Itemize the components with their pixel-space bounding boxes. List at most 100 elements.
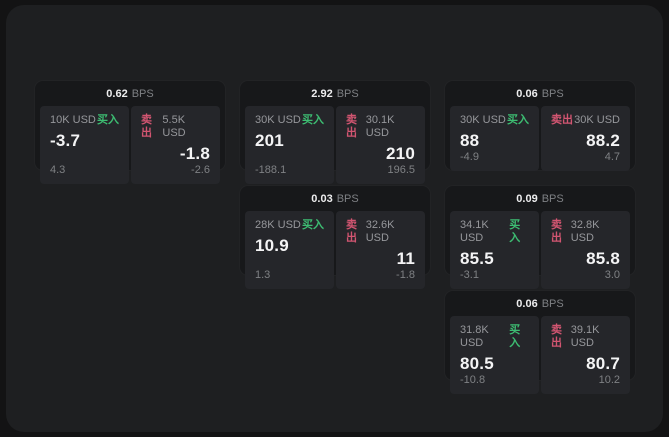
sell-panel[interactable]: 卖出 39.1K USD 80.7 10.2 [541,316,630,394]
sell-side-label: 卖出 [551,219,562,244]
buy-panel[interactable]: 10K USD 买入 -3.7 4.3 [40,106,129,184]
bps-unit-label: BPS [541,297,564,310]
sell-price: 85.8 [586,249,620,268]
sell-delta: 3.0 [604,269,620,281]
buy-side-label: 买入 [97,114,119,126]
sell-panel-top-row: 卖出 5.5K USD [141,114,210,140]
bps-value: 0.06 [516,297,538,310]
sell-delta: 4.7 [604,151,620,163]
sell-notional: 32.8K USD [570,219,600,244]
buy-delta: 1.3 [255,269,271,281]
cards-grid: 0.62 BPS 10K USD 买入 -3.7 4.3 卖出 5.5K USD… [35,81,635,394]
buy-panel[interactable]: 28K USD 买入 10.9 1.3 [245,211,334,289]
spread-card-header: 2.92 BPS [240,81,430,106]
buy-side-label: 买入 [302,114,324,126]
sell-panel[interactable]: 卖出 30K USD 88.2 4.7 [541,106,630,171]
bps-unit-label: BPS [336,192,359,205]
spread-card-body: 34.1K USD 买入 85.5 -3.1 卖出 32.8K USD 85.8… [450,211,630,289]
buy-panel-top-row: 28K USD 买入 [255,219,324,232]
app-window: 0.62 BPS 10K USD 买入 -3.7 4.3 卖出 5.5K USD… [6,5,663,432]
buy-delta: -3.1 [460,269,479,281]
sell-panel[interactable]: 卖出 5.5K USD -1.8 -2.6 [131,106,220,184]
buy-panel-top-row: 34.1K USD 买入 [460,219,529,245]
spread-card-header: 0.06 BPS [445,291,635,316]
buy-price: 88 [460,131,480,150]
sell-price: 88.2 [586,131,620,150]
sell-notional: 30K USD [574,114,620,126]
sell-side-label: 卖出 [551,114,573,126]
spread-card-header: 0.03 BPS [240,186,430,211]
spread-card-header: 0.09 BPS [445,186,635,211]
buy-panel[interactable]: 31.8K USD 买入 80.5 -10.8 [450,316,539,394]
sell-side-label: 卖出 [551,324,562,349]
bps-value: 0.06 [516,87,538,100]
sell-side-label: 卖出 [141,114,152,139]
spread-card-body: 30K USD 买入 88 -4.9 卖出 30K USD 88.2 4.7 [450,106,630,171]
buy-notional: 10K USD [50,114,96,126]
sell-notional: 39.1K USD [570,324,600,349]
buy-side-label: 买入 [507,114,529,126]
buy-panel[interactable]: 30K USD 买入 88 -4.9 [450,106,539,171]
spread-card: 0.06 BPS 31.8K USD 买入 80.5 -10.8 卖出 39.1… [445,291,635,394]
spread-card: 0.62 BPS 10K USD 买入 -3.7 4.3 卖出 5.5K USD… [35,81,225,184]
sell-price: 80.7 [586,354,620,373]
spread-card: 0.06 BPS 30K USD 买入 88 -4.9 卖出 30K USD 8… [445,81,635,171]
buy-panel-top-row: 31.8K USD 买入 [460,324,529,350]
bps-unit-label: BPS [541,87,564,100]
spread-card-header: 0.62 BPS [35,81,225,106]
buy-notional: 34.1K USD [460,219,489,244]
spread-card-header: 0.06 BPS [445,81,635,106]
buy-notional: 28K USD [255,219,301,231]
bps-unit-label: BPS [131,87,154,100]
sell-notional: 5.5K USD [162,114,186,139]
sell-panel-top-row: 卖出 32.8K USD [551,219,620,245]
spread-card: 0.03 BPS 28K USD 买入 10.9 1.3 卖出 32.6K US… [240,186,430,289]
sell-price: 11 [396,249,415,268]
sell-panel[interactable]: 卖出 32.6K USD 11 -1.8 [336,211,425,289]
bps-value: 0.09 [516,192,538,205]
bps-unit-label: BPS [336,87,359,100]
bps-value: 2.92 [311,87,333,100]
bps-value: 0.62 [106,87,128,100]
buy-panel[interactable]: 34.1K USD 买入 85.5 -3.1 [450,211,539,289]
buy-panel-top-row: 30K USD 买入 [460,114,529,127]
buy-notional: 30K USD [460,114,506,126]
sell-panel-top-row: 卖出 32.6K USD [346,219,415,245]
buy-panel[interactable]: 30K USD 买入 201 -188.1 [245,106,334,184]
buy-side-label: 买入 [509,219,521,244]
buy-delta: 4.3 [50,164,66,176]
sell-panel-top-row: 卖出 39.1K USD [551,324,620,350]
sell-notional: 30.1K USD [365,114,395,139]
sell-side-label: 卖出 [346,114,357,139]
buy-delta: -188.1 [255,164,287,176]
buy-panel-top-row: 30K USD 买入 [255,114,324,127]
sell-delta: -2.6 [191,164,210,176]
buy-notional: 31.8K USD [460,324,489,349]
bps-value: 0.03 [311,192,333,205]
buy-side-label: 买入 [509,324,521,349]
sell-panel-top-row: 卖出 30.1K USD [346,114,415,140]
buy-price: 10.9 [255,236,289,255]
buy-price: 85.5 [460,249,494,268]
sell-delta: 10.2 [598,374,620,386]
buy-notional: 30K USD [255,114,301,126]
spread-card-body: 28K USD 买入 10.9 1.3 卖出 32.6K USD 11 -1.8 [245,211,425,289]
spread-card: 2.92 BPS 30K USD 买入 201 -188.1 卖出 30.1K … [240,81,430,184]
spread-card-body: 10K USD 买入 -3.7 4.3 卖出 5.5K USD -1.8 -2.… [40,106,220,184]
sell-side-label: 卖出 [346,219,357,244]
sell-price: 210 [386,144,415,163]
buy-price: 80.5 [460,354,494,373]
buy-price: 201 [255,131,284,150]
buy-side-label: 买入 [302,219,324,231]
sell-notional: 32.6K USD [365,219,395,244]
sell-panel[interactable]: 卖出 30.1K USD 210 196.5 [336,106,425,184]
sell-price: -1.8 [179,144,210,163]
bps-unit-label: BPS [541,192,564,205]
spread-card: 0.09 BPS 34.1K USD 买入 85.5 -3.1 卖出 32.8K… [445,186,635,289]
sell-panel[interactable]: 卖出 32.8K USD 85.8 3.0 [541,211,630,289]
buy-price: -3.7 [50,131,81,150]
sell-delta: 196.5 [387,164,415,176]
buy-delta: -4.9 [460,151,479,163]
sell-delta: -1.8 [396,269,415,281]
spread-card-body: 30K USD 买入 201 -188.1 卖出 30.1K USD 210 1… [245,106,425,184]
